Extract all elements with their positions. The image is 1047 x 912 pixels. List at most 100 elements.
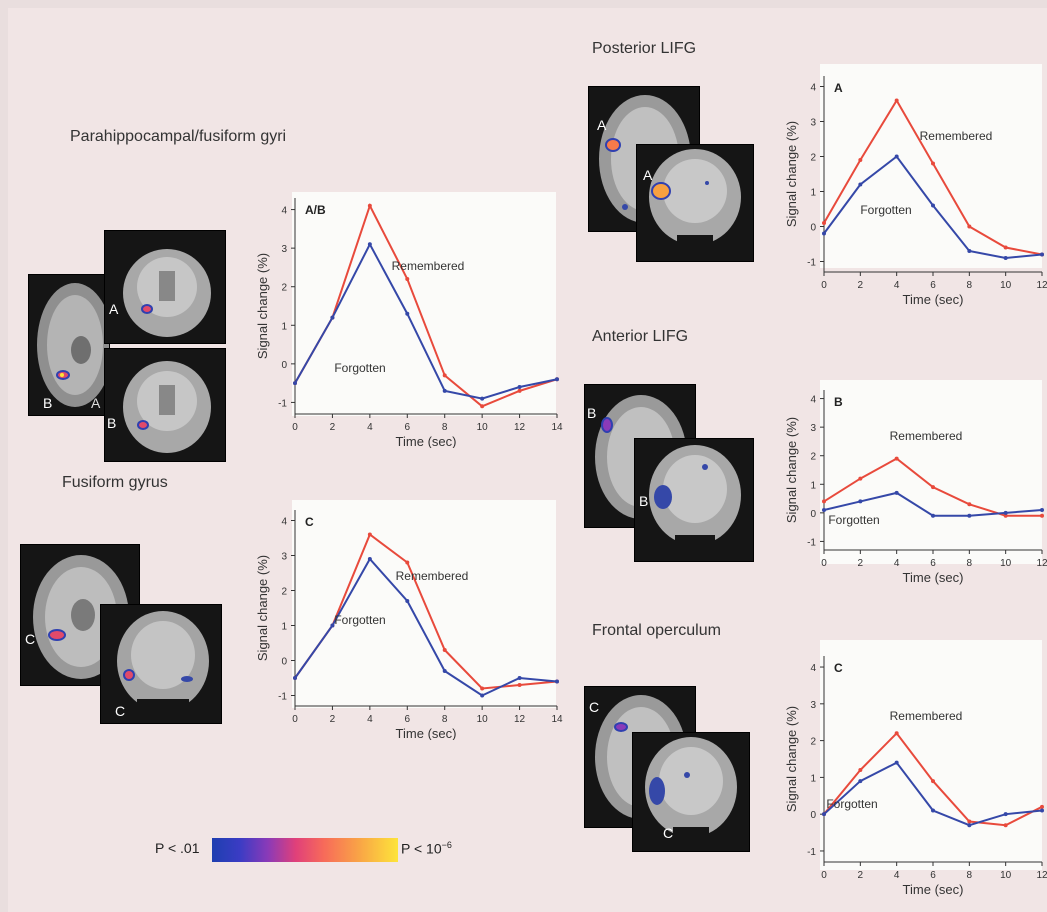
y-axis-label: Signal change (%) — [784, 417, 799, 523]
mri-label-a: A — [91, 395, 101, 411]
data-point-remembered — [931, 161, 935, 166]
data-point-forgotten — [858, 499, 863, 504]
x-tick-label: 0 — [292, 714, 298, 725]
data-point-forgotten — [405, 311, 410, 316]
mri-label-a3: A — [597, 117, 607, 133]
x-tick-label: 10 — [1000, 870, 1012, 881]
mri-coronal-anterior: B — [634, 438, 754, 562]
scale-gradient — [212, 838, 398, 862]
data-point-forgotten — [822, 231, 826, 236]
data-point-forgotten — [931, 808, 935, 813]
data-point-remembered — [480, 404, 485, 409]
series-label-remembered: Remembered — [890, 709, 963, 723]
y-tick-label: 2 — [281, 283, 287, 294]
y-tick-label: 2 — [810, 153, 816, 164]
mri-label-b: B — [43, 395, 53, 411]
y-axis-label: Signal change (%) — [784, 121, 799, 227]
mri-label-c: C — [25, 631, 36, 647]
x-tick-label: 6 — [930, 870, 936, 881]
data-point-forgotten — [931, 203, 935, 208]
data-point-remembered — [894, 456, 899, 461]
mri-label-c4: C — [663, 825, 674, 841]
y-tick-label: 3 — [810, 700, 816, 711]
data-point-remembered — [894, 98, 899, 103]
data-point-remembered — [367, 532, 372, 537]
data-point-forgotten — [822, 812, 826, 817]
data-point-forgotten — [330, 623, 335, 628]
y-tick-label: 4 — [281, 517, 287, 528]
mri-coronal-para-b: B — [104, 348, 226, 462]
data-point-remembered — [1003, 823, 1008, 828]
mri-label-c3: C — [589, 699, 600, 715]
data-point-forgotten — [442, 388, 447, 393]
y-tick-label: 0 — [281, 360, 287, 371]
y-axis-label: Signal change (%) — [255, 253, 270, 359]
x-tick-label: 8 — [442, 714, 448, 725]
data-point-remembered — [1003, 513, 1008, 518]
data-point-forgotten — [858, 779, 863, 784]
y-tick-label: 0 — [810, 810, 816, 821]
title-parahippocampal: Parahippocampal/fusiform gyri — [70, 128, 287, 145]
x-tick-label: 12 — [514, 714, 526, 725]
data-point-forgotten — [1003, 812, 1008, 817]
x-tick-label: 14 — [551, 714, 563, 725]
data-point-remembered — [858, 158, 863, 162]
series-line-forgotten — [294, 242, 558, 400]
y-tick-label: 0 — [810, 223, 816, 234]
data-point-remembered — [967, 502, 972, 507]
x-tick-label: 6 — [930, 558, 936, 569]
y-tick-label: -1 — [807, 258, 816, 269]
data-point-remembered — [858, 768, 863, 773]
series-line-remembered — [823, 98, 1043, 256]
data-point-forgotten — [967, 823, 972, 828]
series-label-remembered: Remembered — [890, 429, 963, 443]
x-tick-label: 6 — [930, 280, 936, 291]
data-point-remembered — [1040, 513, 1044, 518]
panel-label: A — [834, 81, 843, 95]
data-point-forgotten — [894, 490, 899, 495]
mri-coronal-fusiform: C — [100, 604, 222, 724]
data-point-remembered — [405, 277, 410, 281]
y-tick-label: 1 — [810, 773, 816, 784]
y-tick-label: -1 — [807, 537, 816, 548]
data-point-forgotten — [480, 396, 485, 401]
series-label-forgotten: Forgotten — [860, 203, 911, 217]
y-tick-label: 1 — [281, 622, 287, 633]
data-point-forgotten — [1040, 508, 1044, 512]
data-point-forgotten — [330, 315, 335, 320]
series-label-forgotten: Forgotten — [334, 613, 385, 627]
y-tick-label: 1 — [810, 480, 816, 491]
y-tick-label: 0 — [810, 509, 816, 520]
data-point-forgotten — [1040, 252, 1044, 257]
y-axis-label: Signal change (%) — [255, 555, 270, 661]
series-label-remembered: Remembered — [920, 129, 993, 143]
x-tick-label: 2 — [858, 280, 864, 291]
x-tick-label: 2 — [330, 714, 336, 725]
x-tick-label: 14 — [551, 422, 563, 433]
x-axis-label: Time (sec) — [903, 570, 964, 585]
data-point-remembered — [405, 560, 410, 565]
data-point-forgotten — [894, 760, 899, 765]
data-point-forgotten — [1003, 256, 1008, 260]
mri-label-a4: A — [643, 167, 653, 183]
chart-bg-c-right — [820, 640, 1042, 870]
x-tick-label: 12 — [514, 422, 526, 433]
x-tick-label: 12 — [1036, 558, 1047, 569]
scale-high-label: P < 10−6 — [401, 840, 452, 857]
x-tick-label: 4 — [894, 870, 900, 881]
panel-label: B — [834, 395, 843, 409]
panel-label: A/B — [305, 203, 326, 217]
x-tick-label: 10 — [477, 714, 489, 725]
data-point-remembered — [894, 731, 899, 736]
data-point-remembered — [1040, 804, 1044, 809]
mri-coronal-para-a: A — [104, 230, 226, 344]
data-point-forgotten — [442, 669, 447, 673]
x-tick-label: 6 — [405, 422, 411, 433]
y-tick-label: 3 — [810, 423, 816, 434]
x-tick-label: 8 — [967, 870, 973, 881]
y-tick-label: -1 — [278, 398, 287, 409]
